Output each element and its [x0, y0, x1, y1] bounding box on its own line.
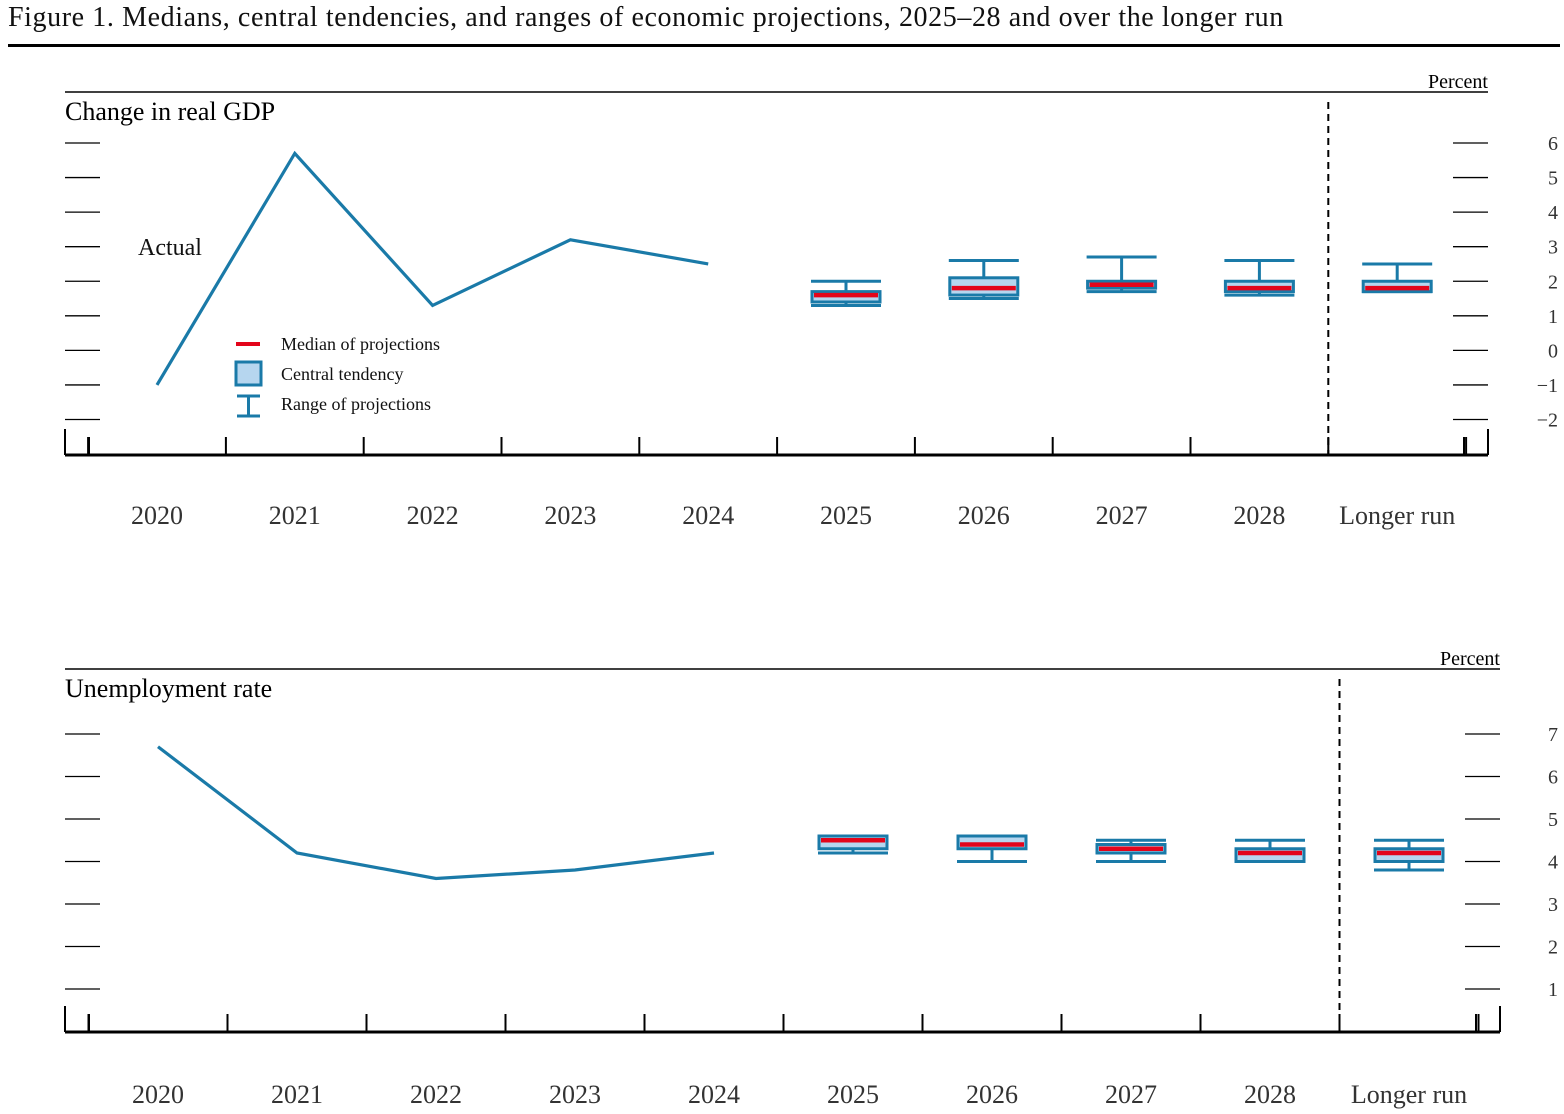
- projection-2027: [1086, 255, 1158, 294]
- y-tick-label: 2: [1548, 937, 1558, 959]
- chart-title: Unemployment rate: [65, 674, 272, 703]
- y-tick-label: 5: [1548, 809, 1558, 831]
- y-tick-label: 4: [1548, 852, 1558, 874]
- x-category-label: 2023: [549, 1080, 601, 1109]
- projection-2027: [1095, 838, 1167, 863]
- figure-title: Figure 1. Medians, central tendencies, a…: [8, 2, 1284, 33]
- x-category-label: 2024: [682, 501, 734, 530]
- projection-2028: [1223, 259, 1295, 297]
- y-tick-label: 3: [1548, 894, 1558, 916]
- projection-2025: [817, 834, 889, 855]
- x-category-label: 2020: [131, 501, 183, 530]
- legend-central-label: Central tendency: [281, 364, 403, 384]
- x-category-label: 2021: [269, 501, 321, 530]
- x-category-label: 2026: [958, 501, 1010, 530]
- legend-central-swatch: [234, 360, 263, 387]
- x-category-label: 2022: [407, 501, 459, 530]
- y-tick-label: 0: [1548, 340, 1558, 362]
- projection-2028: [1234, 838, 1306, 863]
- x-category-label: 2025: [827, 1080, 879, 1109]
- legend-range-label: Range of projections: [281, 394, 431, 414]
- legend: Median of projections Central tendency Ran…: [234, 334, 440, 418]
- x-category-label: 2023: [544, 501, 596, 530]
- projection-longer-run: [1361, 262, 1433, 294]
- unit-label: Percent: [1440, 648, 1500, 670]
- legend-median-label: Median of projections: [281, 334, 440, 354]
- x-category-label: 2022: [410, 1080, 462, 1109]
- y-tick-label: 3: [1548, 237, 1558, 259]
- chart-title: Change in real GDP: [65, 97, 275, 126]
- y-tick-label: 1: [1548, 306, 1558, 328]
- x-category-label: 2020: [132, 1080, 184, 1109]
- gdp-chart: Percent Change in real GDP 6 5 4 3 2 1 0 −1 −2 2020…: [64, 71, 1558, 530]
- y-tick-label: 6: [1548, 767, 1558, 789]
- y-tick-label: 1: [1548, 979, 1558, 1001]
- unemployment-chart: Percent Unemployment rate 7 6 5 4 3 2 1 2020 2021 2…: [64, 648, 1558, 1109]
- y-tick-label: 4: [1548, 202, 1558, 224]
- y-tick-label: 5: [1548, 168, 1558, 190]
- x-category-label: 2026: [966, 1080, 1018, 1109]
- y-tick-label: −2: [1537, 410, 1558, 432]
- projection-2025: [810, 279, 882, 307]
- y-tick-label: 6: [1548, 133, 1558, 155]
- x-category-label: 2024: [688, 1080, 740, 1109]
- y-tick-label: 2: [1548, 271, 1558, 293]
- x-category-label: 2027: [1105, 1080, 1157, 1109]
- projection-2026: [956, 834, 1028, 863]
- unit-label: Percent: [1428, 71, 1488, 93]
- x-category-label: Longer run: [1339, 501, 1455, 530]
- actual-annotation: Actual: [138, 235, 202, 261]
- projection-2026: [948, 259, 1020, 301]
- x-category-label: 2021: [271, 1080, 323, 1109]
- x-category-label: 2028: [1244, 1080, 1296, 1109]
- x-category-label: Longer run: [1351, 1080, 1467, 1109]
- x-category-label: 2027: [1096, 501, 1148, 530]
- x-category-label: 2028: [1233, 501, 1285, 530]
- x-category-label: 2025: [820, 501, 872, 530]
- title-rule: [8, 44, 1560, 47]
- y-tick-label: −1: [1537, 375, 1558, 397]
- actual-series-line: [157, 745, 715, 881]
- y-tick-label: 7: [1548, 724, 1558, 746]
- projection-longer-run: [1373, 838, 1445, 872]
